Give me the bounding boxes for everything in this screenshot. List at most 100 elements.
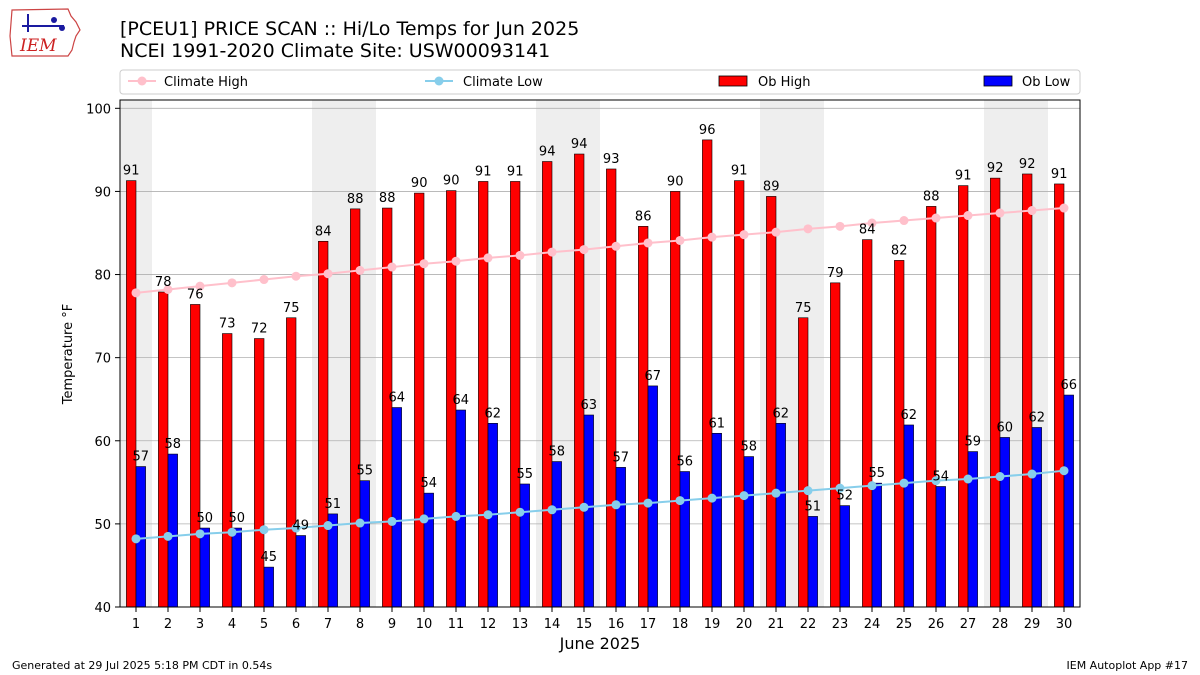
climate-high-point	[195, 281, 205, 291]
ob-high-bar	[606, 168, 617, 608]
x-axis-label: June 2025	[559, 634, 641, 653]
ob-high-data-label: 90	[667, 174, 684, 189]
y-tick-label: 40	[94, 601, 111, 616]
ob-high-data-label: 88	[379, 191, 396, 206]
x-tick-label: 8	[356, 617, 364, 632]
legend-climate-low: Climate Low	[463, 75, 543, 90]
ob-high-bar	[638, 226, 649, 608]
climate-low-point	[963, 474, 973, 484]
climate-high-point	[419, 259, 429, 269]
ob-low-bar	[839, 505, 850, 608]
climate-high-point	[835, 221, 845, 231]
climate-low-point	[323, 521, 333, 531]
climate-low-point	[803, 486, 813, 496]
y-tick-label: 60	[94, 435, 111, 450]
climate-high-point	[291, 271, 301, 281]
ob-low-data-label: 59	[965, 435, 982, 450]
ob-low-data-label: 52	[837, 489, 854, 504]
ob-low-bar	[807, 516, 818, 608]
ob-low-data-label: 50	[229, 511, 246, 526]
legend-ob-high: Ob High	[758, 75, 811, 90]
ob-low-bar	[743, 456, 754, 608]
ob-high-data-label: 92	[987, 161, 1004, 176]
legend-ob-low: Ob Low	[1022, 75, 1071, 90]
ob-high-bar	[222, 333, 233, 608]
ob-low-data-label: 62	[901, 408, 918, 423]
ob-high-bar	[574, 153, 585, 608]
x-tick-label: 11	[448, 617, 465, 632]
ob-low-data-label: 50	[197, 511, 214, 526]
ob-low-data-label: 51	[325, 497, 342, 512]
ob-low-data-label: 51	[805, 499, 822, 514]
ob-high-data-label: 82	[891, 243, 908, 258]
climate-low-point	[867, 481, 877, 491]
ob-low-data-label: 58	[549, 445, 566, 460]
ob-low-bar	[167, 453, 178, 608]
climate-low-point	[1059, 466, 1069, 476]
ob-high-bar	[190, 304, 201, 608]
climate-high-point	[867, 218, 877, 228]
ob-low-data-label: 54	[421, 476, 438, 491]
ob-high-bar	[1054, 183, 1065, 608]
y-tick-label: 90	[94, 185, 111, 200]
climate-low-point	[835, 483, 845, 493]
climate-low-point	[1027, 469, 1037, 479]
ob-high-bar	[254, 338, 265, 608]
ob-high-data-label: 84	[315, 224, 332, 239]
ob-high-data-label: 78	[155, 275, 172, 290]
climate-high-point	[771, 227, 781, 237]
climate-high-point	[387, 262, 397, 272]
x-tick-label: 9	[388, 617, 396, 632]
climate-high-point	[355, 265, 365, 275]
climate-low-point	[451, 511, 461, 521]
climate-low-point	[899, 478, 909, 488]
ob-low-data-label: 66	[1061, 378, 1078, 393]
ob-high-data-label: 89	[763, 179, 780, 194]
x-tick-label: 2	[164, 617, 172, 632]
climate-high-point	[579, 245, 589, 255]
climate-high-point	[707, 232, 717, 242]
ob-high-data-label: 91	[731, 164, 748, 179]
climate-high-point	[739, 230, 749, 240]
ob-low-data-label: 58	[165, 437, 182, 452]
x-tick-label: 21	[768, 617, 785, 632]
x-tick-label: 30	[1056, 617, 1073, 632]
ob-high-data-label: 96	[699, 123, 716, 138]
x-tick-label: 22	[800, 617, 817, 632]
x-tick-label: 23	[832, 617, 849, 632]
climate-high-point	[323, 269, 333, 279]
ob-low-data-label: 58	[741, 440, 758, 455]
plot-frame	[119, 99, 1081, 608]
climate-low-point	[227, 527, 237, 537]
ob-low-data-label: 64	[389, 391, 406, 406]
ob-low-bar	[359, 480, 370, 608]
y-tick-label: 70	[94, 352, 111, 367]
ob-low-bar	[711, 432, 722, 608]
legend-box	[119, 69, 1081, 95]
ob-high-bar	[670, 191, 681, 608]
ob-high-bar	[990, 177, 1001, 608]
climate-high-point	[995, 208, 1005, 218]
climate-high-point	[451, 256, 461, 266]
footer-app-id: IEM Autoplot App #17	[1066, 659, 1189, 672]
ob-low-data-label: 45	[261, 550, 278, 565]
ob-high-data-label: 86	[635, 209, 652, 224]
climate-high-point	[675, 235, 685, 245]
x-tick-label: 18	[672, 617, 689, 632]
x-tick-label: 29	[1024, 617, 1041, 632]
climate-high-point	[227, 278, 237, 288]
ob-low-data-label: 64	[453, 393, 470, 408]
ob-high-data-label: 73	[219, 317, 236, 332]
x-tick-label: 3	[196, 617, 204, 632]
ob-high-bar	[478, 181, 489, 608]
x-tick-label: 16	[608, 617, 625, 632]
ob-high-data-label: 92	[1019, 157, 1036, 172]
ob-high-data-label: 94	[571, 137, 588, 152]
x-tick-label: 27	[960, 617, 977, 632]
ob-low-bar	[999, 437, 1010, 608]
ob-low-bar	[519, 483, 530, 608]
x-tick-label: 19	[704, 617, 721, 632]
ob-low-data-label: 55	[517, 467, 534, 482]
x-tick-label: 14	[544, 617, 561, 632]
y-axis-ticks: 40 50 60 70 80 90 100	[86, 102, 120, 616]
